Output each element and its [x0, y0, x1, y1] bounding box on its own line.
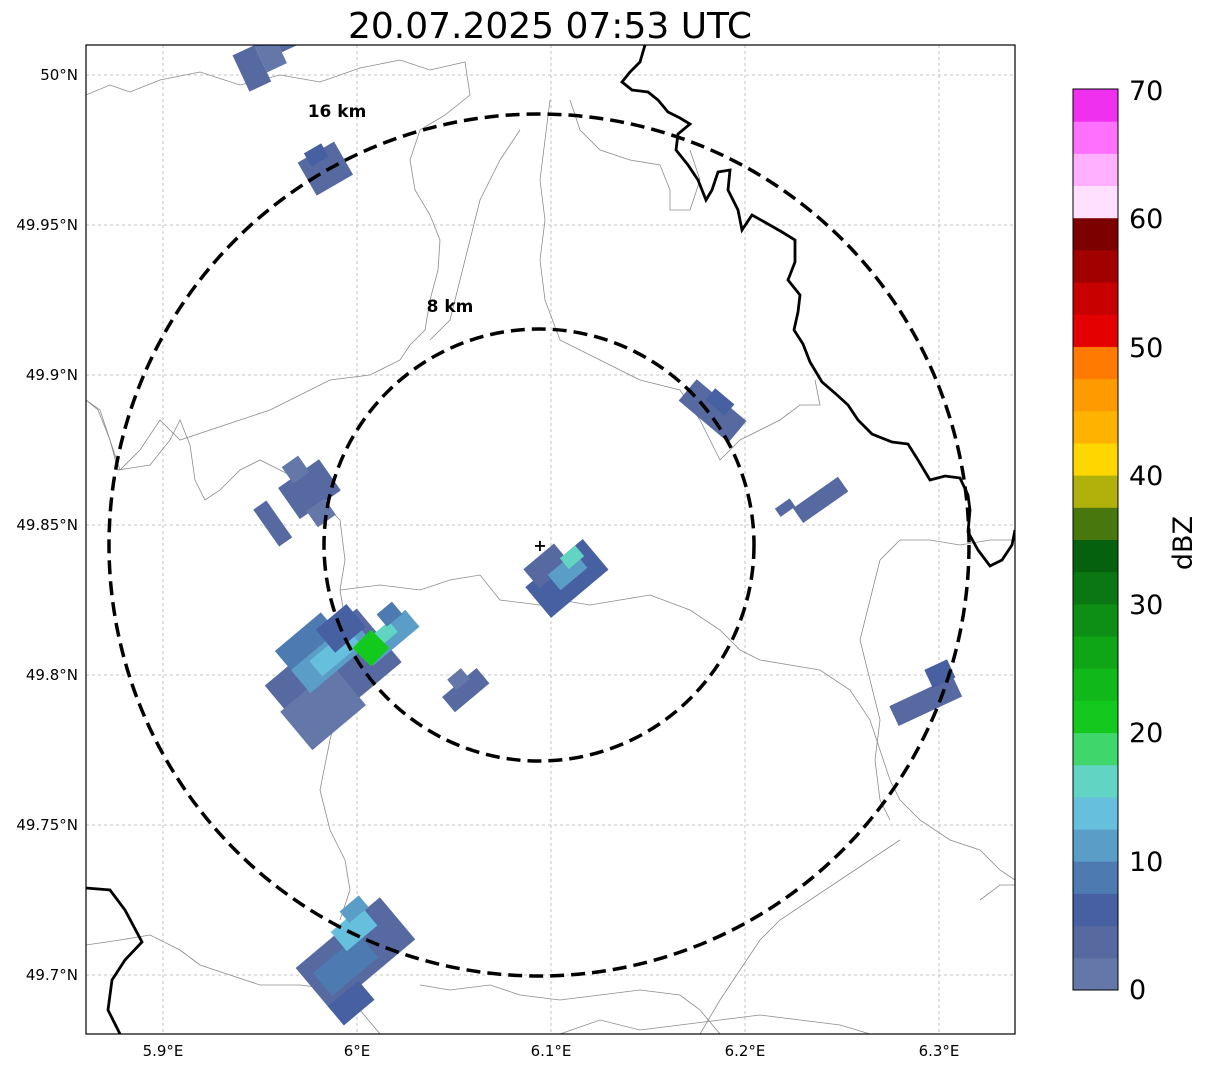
colorbar-segment [1073, 89, 1118, 122]
colorbar-segment [1073, 442, 1118, 476]
colorbar-frame [1072, 88, 1119, 991]
colorbar-segment [1073, 346, 1118, 380]
colorbar-segment [1073, 893, 1118, 927]
lat-tick: 49.85°N [16, 516, 78, 534]
lat-tick: 50°N [40, 66, 78, 84]
lat-tick: 49.7°N [26, 966, 78, 984]
colorbar-tick: 40 [1129, 461, 1163, 492]
colorbar-tick: 60 [1129, 204, 1163, 235]
ring-16km [107, 112, 971, 978]
lat-tick: 49.8°N [26, 666, 78, 684]
colorbar-segment [1073, 153, 1118, 187]
lat-tick: 49.75°N [16, 816, 78, 834]
national-border [86, 45, 1015, 1034]
colorbar-segment [1073, 861, 1118, 894]
colorbar-segment [1073, 957, 1118, 991]
colorbar-tick: 10 [1129, 847, 1163, 878]
colorbar-segment [1073, 539, 1118, 573]
admin-boundaries [86, 59, 1015, 1034]
colorbar-segment [1073, 121, 1118, 154]
colorbar-label: dBZ [1168, 516, 1199, 570]
colorbar-segment [1073, 185, 1118, 219]
map-frame [85, 44, 1016, 1035]
colorbar-tick: 30 [1129, 590, 1163, 621]
colorbar-tick: 50 [1129, 333, 1163, 364]
map-title: 20.07.2025 07:53 UTC [347, 6, 753, 47]
colorbar-segment [1073, 571, 1118, 605]
ring-label-16km: 16 km [308, 102, 367, 122]
colorbar [1073, 89, 1118, 991]
map-area [86, 45, 1015, 1034]
colorbar-segment [1073, 700, 1118, 734]
radar-center-marker: + [533, 536, 546, 555]
colorbar-segment [1073, 796, 1118, 830]
lat-tick: 49.95°N [16, 216, 78, 234]
colorbar-segment [1073, 668, 1118, 701]
gridlines [86, 45, 1015, 1034]
colorbar-segment [1073, 410, 1118, 444]
colorbar-segment [1073, 925, 1118, 959]
colorbar-tick: 0 [1129, 975, 1146, 1006]
colorbar-segment [1073, 249, 1118, 283]
colorbar-segment [1073, 378, 1118, 412]
ring-8km [322, 327, 756, 763]
colorbar-segment [1073, 507, 1118, 540]
colorbar-segment [1073, 314, 1118, 347]
range-rings [107, 112, 971, 978]
colorbar-segment [1073, 764, 1118, 798]
lon-tick: 6.3°E [919, 1042, 960, 1060]
colorbar-segment [1073, 475, 1118, 508]
colorbar-segment [1073, 829, 1118, 862]
ring-label-8km: 8 km [427, 297, 474, 317]
colorbar-ticks: 0 10 20 30 40 50 60 70 [1129, 76, 1163, 1006]
colorbar-tick: 70 [1129, 76, 1163, 107]
lat-tick-labels: 50°N 49.95°N 49.9°N 49.85°N 49.8°N 49.75… [16, 66, 78, 984]
lon-tick: 6°E [344, 1042, 371, 1060]
lat-tick: 49.9°N [26, 366, 78, 384]
colorbar-segment [1073, 732, 1118, 766]
colorbar-segment [1073, 603, 1118, 637]
lon-tick: 6.1°E [531, 1042, 572, 1060]
lon-tick: 6.2°E [725, 1042, 766, 1060]
colorbar-segment [1073, 636, 1118, 669]
colorbar-segment [1073, 217, 1118, 251]
lon-tick: 5.9°E [143, 1042, 184, 1060]
radar-echoes [232, 45, 963, 1026]
lon-tick-labels: 5.9°E 6°E 6.1°E 6.2°E 6.3°E [143, 1042, 960, 1060]
colorbar-segment [1073, 282, 1118, 315]
colorbar-tick: 20 [1129, 718, 1163, 749]
